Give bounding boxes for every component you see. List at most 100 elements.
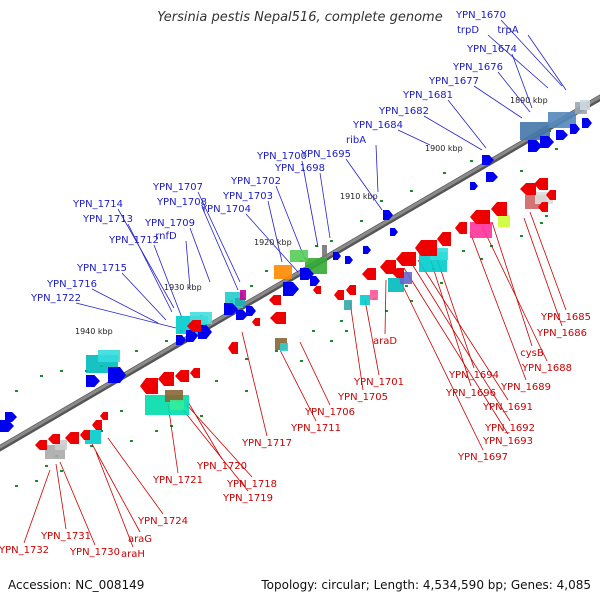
orf-dot — [330, 240, 333, 242]
forward-arrow — [486, 172, 498, 182]
reverse-gene-label: YPN_1706 — [304, 407, 355, 418]
reverse-leader-line — [491, 221, 533, 347]
forward-leader-line — [447, 99, 487, 149]
reverse-arrow — [158, 372, 174, 386]
reverse-arrow — [346, 285, 356, 295]
forward-gene-label: YPN_1703 — [222, 191, 273, 202]
gene-box — [322, 245, 327, 257]
orf-dot — [45, 465, 48, 467]
orf-dot — [462, 250, 465, 252]
reverse-arrow — [437, 232, 451, 246]
gene-box — [55, 440, 67, 450]
reverse-leader-line — [349, 301, 364, 391]
gene-box — [360, 295, 370, 305]
forward-arrow — [108, 367, 126, 383]
reverse-arrow — [190, 368, 200, 378]
reverse-gene-label: YPN_1720 — [196, 461, 247, 472]
forward-leader-line — [275, 185, 307, 263]
orf-dot — [40, 375, 43, 377]
reverse-leader-line — [95, 451, 134, 548]
reverse-leader-line — [364, 299, 380, 376]
reverse-arrow — [538, 202, 548, 212]
reverse-leader-line — [241, 331, 268, 437]
orf-dot — [410, 190, 413, 192]
orf-dot — [540, 222, 543, 224]
reverse-arrow — [48, 434, 60, 444]
reverse-arrow — [187, 320, 201, 332]
forward-gene-label: YPN_1700 — [256, 151, 307, 162]
forward-leader-line — [127, 223, 173, 313]
reverse-gene-label: YPN_1701 — [353, 377, 404, 388]
gene-box — [548, 112, 576, 128]
forward-leader-line — [527, 34, 567, 91]
forward-gene-label: YPN_1684 — [352, 120, 403, 131]
forward-arrow — [540, 136, 554, 148]
reverse-leader-line — [107, 437, 164, 515]
gene-box — [470, 222, 492, 238]
forward-gene-label: YPN_1708 — [156, 197, 207, 208]
orf-dot — [35, 480, 38, 482]
forward-gene-label: YPN_1681 — [402, 90, 453, 101]
reverse-arrow — [140, 378, 158, 394]
kbp-tick-label: 1940 kbp — [75, 327, 113, 336]
reverse-gene-label: YPN_1686 — [536, 328, 587, 339]
gene-box — [498, 215, 510, 227]
reverse-gene-label: YPN_1694 — [448, 370, 499, 381]
forward-arrow — [383, 210, 393, 220]
reverse-gene-label: YPN_1688 — [521, 363, 572, 374]
reverse-gene-label: YPN_1730 — [69, 547, 120, 558]
forward-leader-line — [267, 200, 283, 263]
forward-gene-label: YPN_1674 — [466, 44, 517, 55]
reverse-leader-line — [23, 469, 51, 544]
forward-leader-line — [117, 208, 175, 309]
reverse-gene-label: YPN_1689 — [500, 382, 551, 393]
reverse-arrow — [252, 318, 260, 326]
orf-dot — [250, 285, 253, 287]
forward-gene-label: trpA — [497, 25, 518, 36]
reverse-gene-label: YPN_1705 — [337, 392, 388, 403]
orf-dot — [380, 200, 383, 202]
orf-dot — [520, 170, 523, 172]
forward-gene-label: YPN_1670 — [455, 10, 506, 21]
kbp-tick-label: 1900 kbp — [425, 144, 463, 153]
forward-leader-line — [301, 160, 319, 248]
forward-gene-label: YPN_1702 — [230, 176, 281, 187]
forward-gene-label: YPN_1715 — [76, 263, 127, 274]
gene-box — [370, 290, 378, 300]
orf-dot — [15, 485, 18, 487]
orf-dot — [345, 330, 348, 332]
label-leader-lines — [23, 19, 567, 548]
orf-dot — [15, 390, 18, 392]
forward-arrow — [283, 282, 299, 296]
forward-leader-line — [473, 85, 523, 119]
reverse-gene-label: araH — [121, 549, 145, 560]
reverse-gene-label: YPN_1724 — [137, 516, 188, 527]
forward-arrow — [186, 330, 198, 342]
reverse-arrow — [520, 183, 536, 195]
forward-arrow — [345, 256, 353, 264]
forward-leader-line — [189, 227, 211, 283]
orf-dot — [470, 160, 473, 162]
orf-dot — [405, 285, 408, 287]
reverse-leader-line — [91, 443, 141, 533]
forward-gene-label: YPN_1722 — [30, 293, 81, 304]
reverse-leader-line — [435, 255, 475, 369]
orf-dot — [480, 258, 483, 260]
gene-box — [305, 258, 327, 274]
reverse-arrow — [546, 190, 556, 200]
reverse-gene-label: YPN_1718 — [226, 479, 277, 490]
gene-labels: YPN_1670 trpD trpA YPN_1674 YPN_1676 YPN_1677… — [0, 10, 591, 560]
gene-box — [165, 390, 183, 402]
reverse-gene-label: YPN_1696 — [445, 388, 496, 399]
reverse-arrow — [455, 222, 467, 234]
forward-gene-label: YPN_1698 — [274, 163, 325, 174]
forward-arrow — [246, 306, 256, 316]
reverse-arrow — [380, 260, 396, 274]
orf-dot — [330, 340, 333, 342]
orf-dot — [312, 330, 315, 332]
reverse-arrow — [491, 202, 507, 216]
reverse-leader-line — [299, 341, 331, 406]
orf-dot — [215, 380, 218, 382]
kbp-tick-label: 1930 kbp — [164, 283, 202, 292]
